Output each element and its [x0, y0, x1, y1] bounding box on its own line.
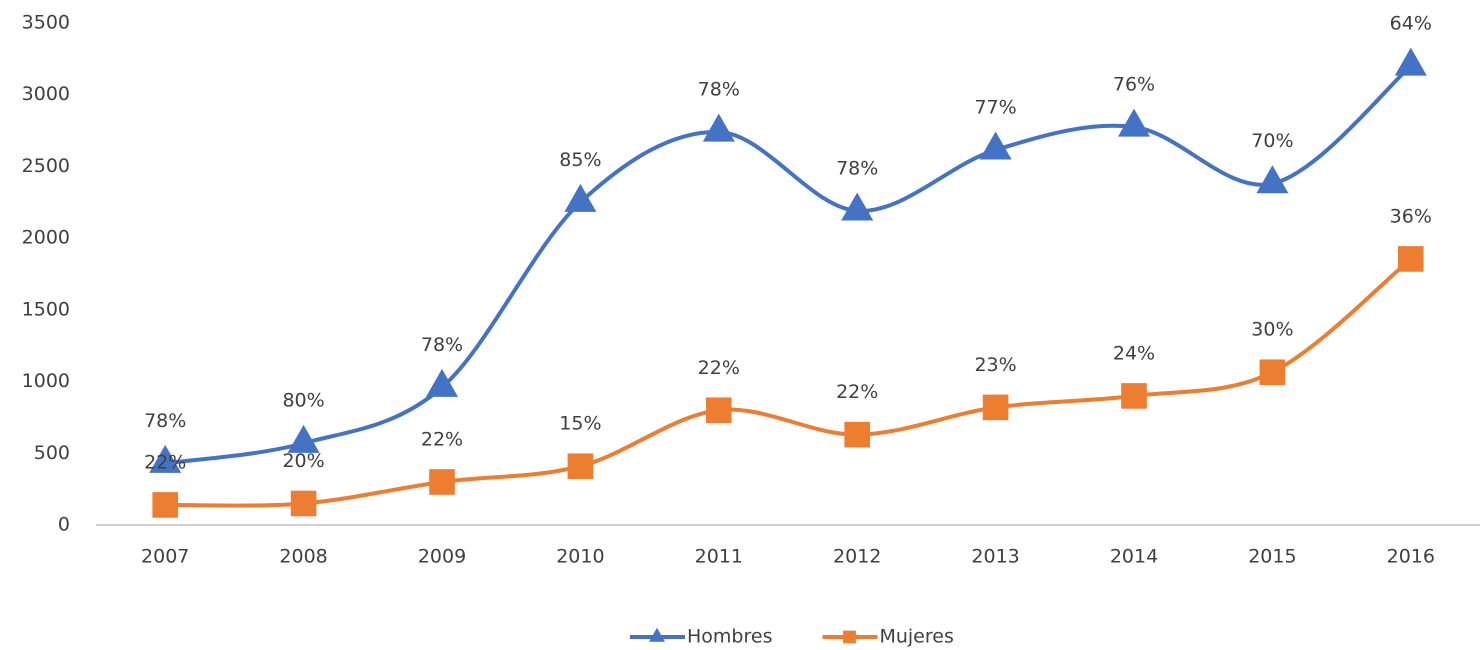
data-point [841, 192, 874, 221]
data-point [290, 490, 317, 517]
data-label: 64% [1390, 13, 1432, 35]
y-tick-label: 1500 [22, 298, 70, 320]
data-point [1256, 165, 1289, 194]
legend-marker [649, 627, 665, 642]
data-label: 22% [144, 451, 186, 473]
x-tick-label: 2010 [556, 546, 604, 568]
data-point [706, 397, 732, 424]
data-label: 30% [1251, 319, 1293, 341]
data-label: 24% [1113, 342, 1155, 364]
data-point [429, 469, 455, 495]
x-tick-label: 2014 [1110, 546, 1158, 568]
y-tick-label: 2500 [22, 155, 70, 177]
series-line [164, 64, 1413, 466]
data-label: 20% [282, 450, 324, 472]
data-point [149, 444, 182, 473]
data-label: 22% [836, 381, 878, 403]
data-label: 85% [559, 149, 601, 171]
series-line [165, 257, 1413, 508]
y-tick-label: 2000 [22, 227, 70, 249]
data-point [426, 368, 458, 397]
data-point [287, 424, 320, 453]
x-tick-label: 2015 [1248, 546, 1296, 568]
data-label: 15% [559, 413, 601, 435]
x-tick-label: 2012 [833, 546, 881, 568]
data-point [1121, 383, 1147, 409]
x-tick-label: 2007 [141, 546, 189, 568]
data-label: 70% [1251, 130, 1293, 152]
data-label: 36% [1390, 205, 1432, 227]
data-point [567, 453, 594, 479]
y-tick-label: 1000 [22, 370, 70, 392]
data-point [1259, 359, 1286, 386]
data-point [982, 394, 1009, 421]
data-label: 78% [698, 79, 740, 101]
data-point [702, 113, 735, 142]
y-tick-label: 500 [34, 442, 70, 464]
legend-label: Hombres [687, 626, 772, 648]
x-tick-label: 2008 [279, 546, 327, 568]
data-label: 22% [421, 428, 463, 450]
x-tick-label: 2009 [418, 546, 466, 568]
legend-marker [843, 630, 856, 644]
data-label: 23% [974, 354, 1016, 376]
data-label: 80% [282, 390, 324, 412]
data-label: 76% [1113, 73, 1155, 95]
data-label: 77% [974, 96, 1016, 118]
data-label: 78% [421, 334, 463, 356]
data-label: 22% [698, 357, 740, 379]
y-tick-label: 3500 [22, 12, 70, 34]
data-point [564, 183, 597, 212]
data-point [979, 131, 1012, 160]
data-point [1118, 108, 1150, 137]
x-tick-label: 2011 [695, 546, 743, 568]
x-tick-label: 2016 [1387, 546, 1435, 568]
data-point [1398, 246, 1424, 272]
x-tick-label: 2013 [971, 546, 1019, 568]
data-point [1394, 47, 1427, 76]
data-point [152, 492, 178, 518]
y-tick-label: 3000 [22, 83, 70, 105]
data-label: 78% [144, 410, 186, 432]
data-point [844, 421, 870, 448]
y-tick-label: 0 [58, 514, 70, 536]
data-label: 78% [836, 157, 878, 179]
legend-label: Mujeres [879, 626, 953, 648]
